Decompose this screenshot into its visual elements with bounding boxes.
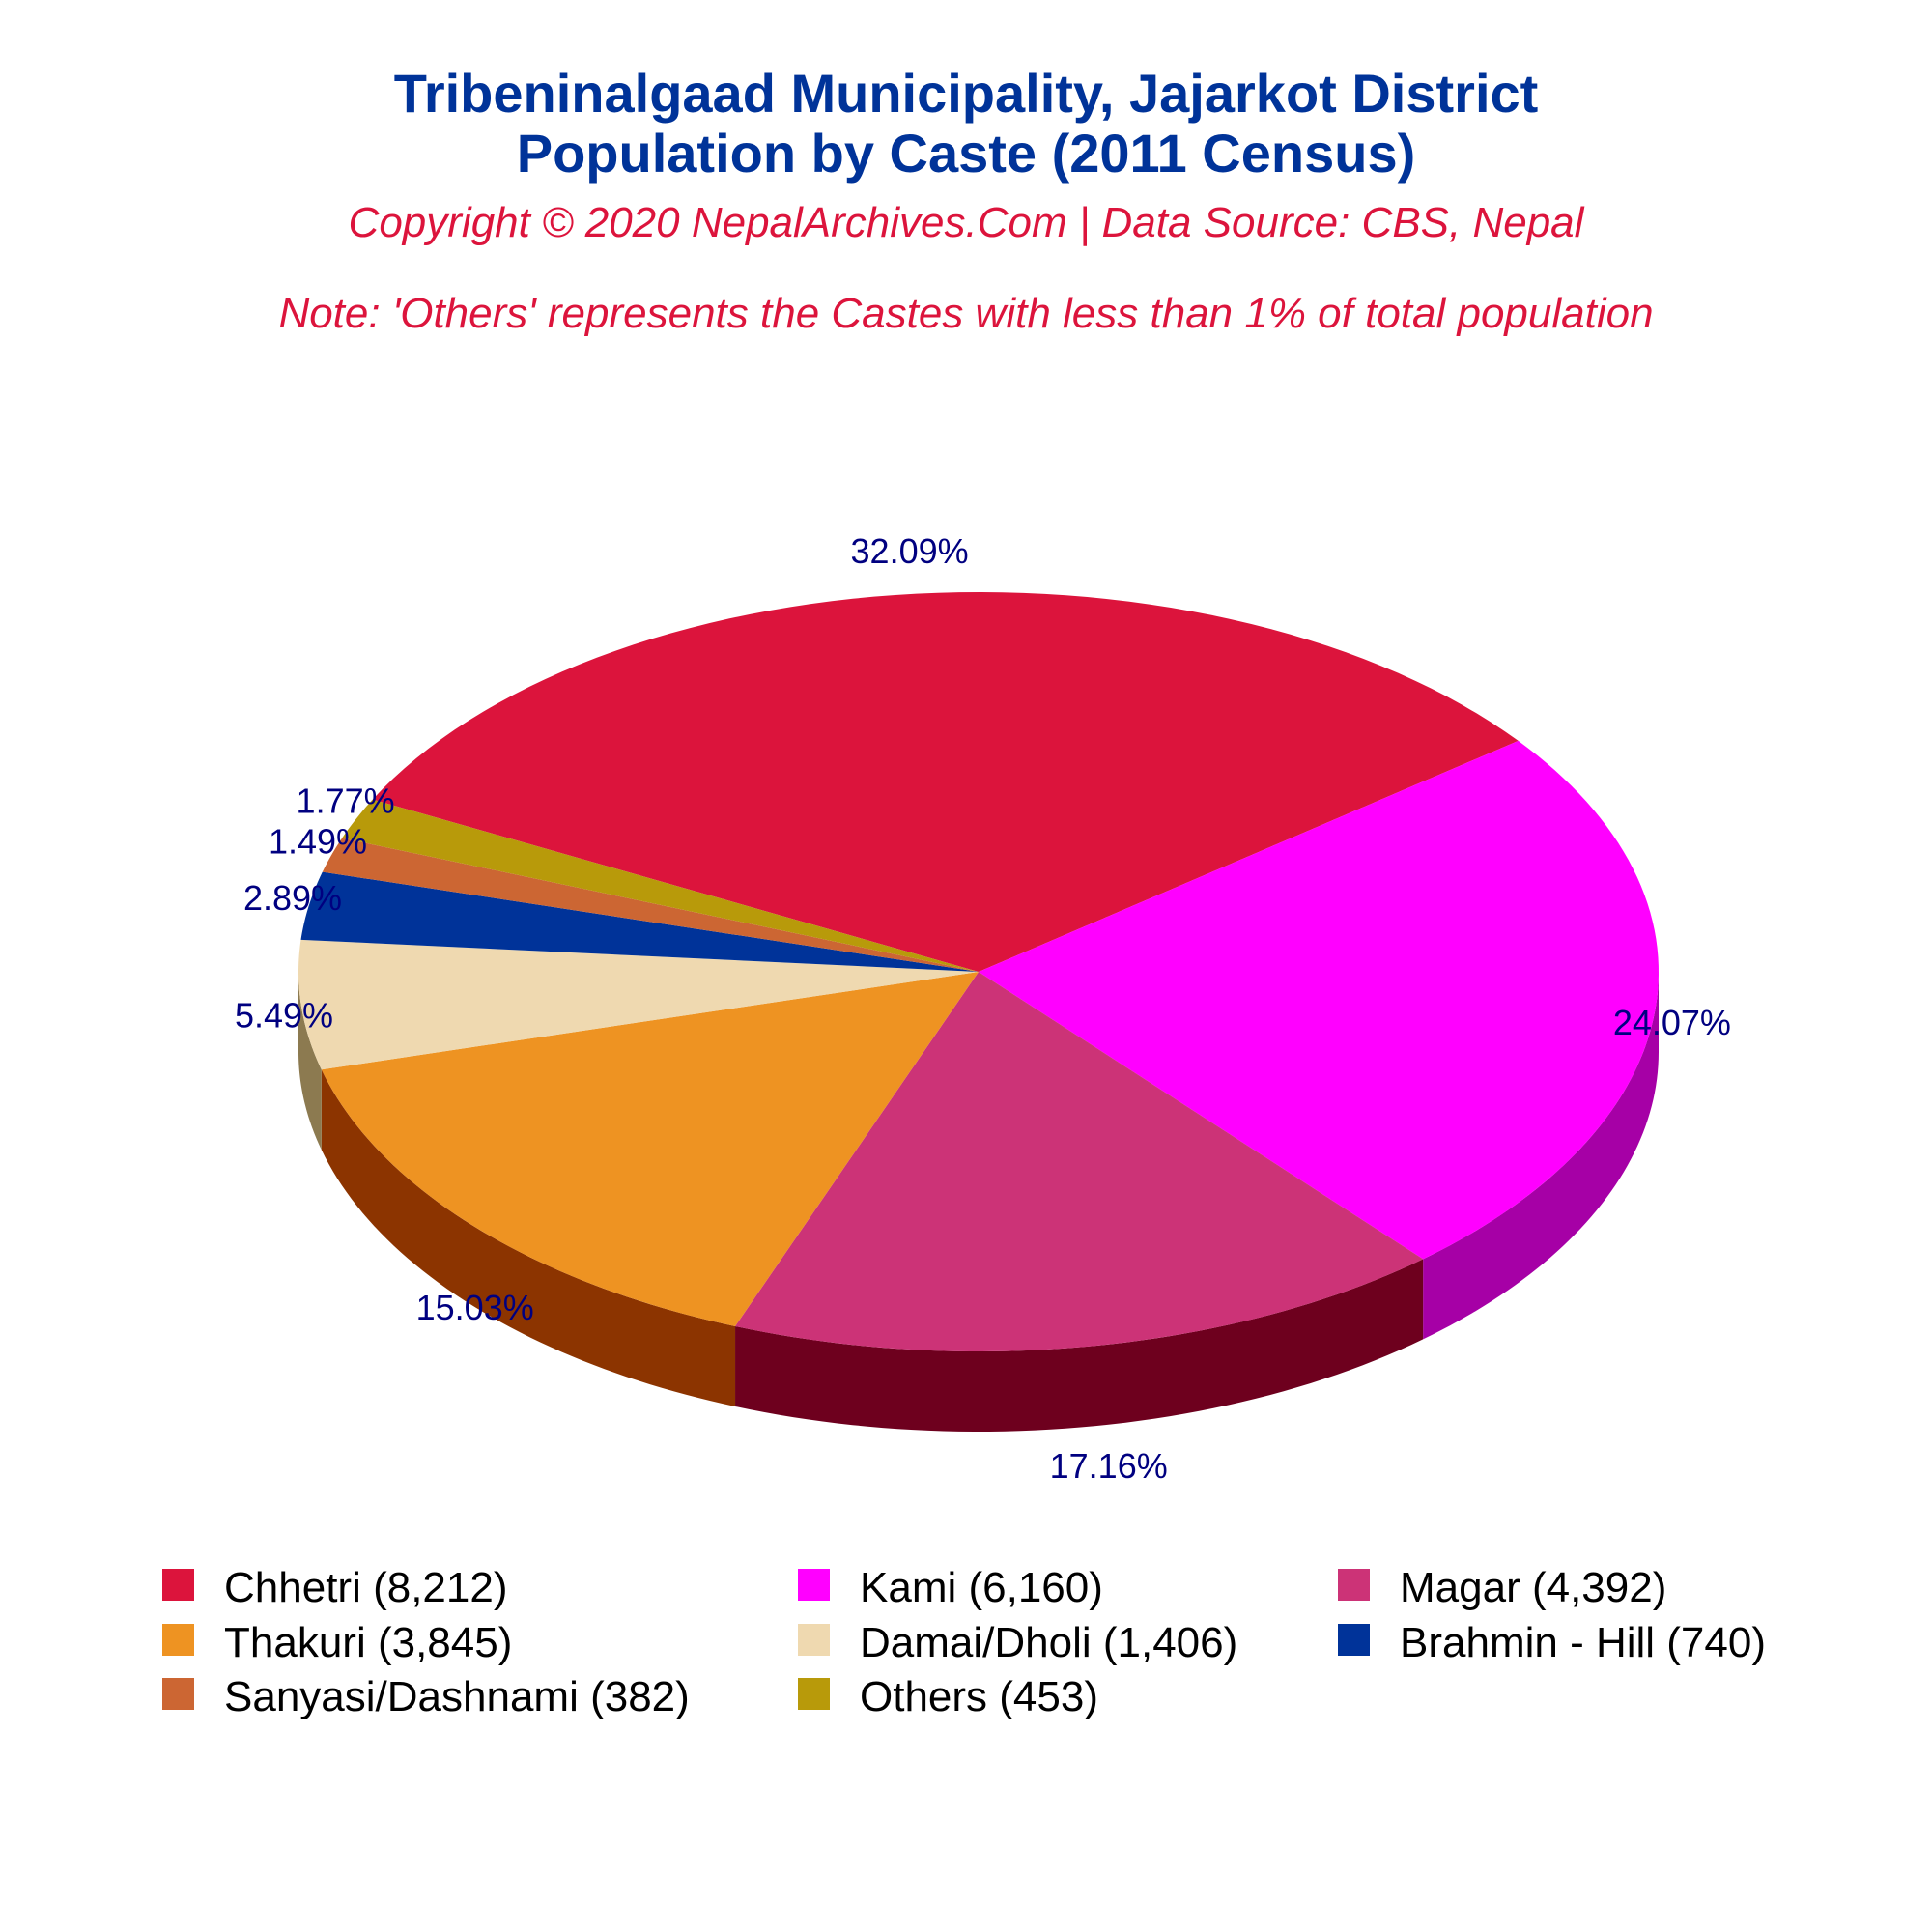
legend-label-magar: Magar (4,392) bbox=[1400, 1564, 1666, 1611]
percent-label-magar: 17.16% bbox=[1050, 1446, 1168, 1486]
percent-label-damai-dholi: 5.49% bbox=[235, 996, 333, 1036]
legend-swatch-chhetri bbox=[162, 1569, 194, 1601]
chart-subtitle: Copyright © 2020 NepalArchives.Com | Dat… bbox=[349, 199, 1585, 246]
chart-title: Tribeninalgaad Municipality, Jajarkot Di… bbox=[394, 63, 1539, 124]
pie-slice-kami bbox=[979, 740, 1659, 1260]
pie-side-thakuri bbox=[321, 1069, 736, 1406]
legend-swatch-damai-dholi bbox=[798, 1624, 830, 1656]
pie-slice-magar bbox=[735, 972, 1424, 1351]
pie-side-magar bbox=[735, 1259, 1424, 1432]
pie-percent-labels: 32.09% 24.07% 17.16% 15.03% 5.49% 2.89% 1.49%1… bbox=[235, 531, 1731, 1486]
percent-label-thakuri: 15.03% bbox=[416, 1288, 534, 1327]
pie-slice-damai-dholi bbox=[298, 939, 979, 1070]
legend-label-sanyasi-dashnami: Sanyasi/Dashnami (382) bbox=[224, 1673, 690, 1720]
pie-slice-others bbox=[342, 799, 979, 972]
chart-note: Note: 'Others' represents the Castes wit… bbox=[278, 290, 1653, 337]
pie-side-kami bbox=[1423, 972, 1659, 1340]
legend: Chhetri (8,212) Kami (6,160) Magar (4,392)… bbox=[162, 1564, 1766, 1720]
legend-label-chhetri: Chhetri (8,212) bbox=[224, 1564, 507, 1611]
legend-label-kami: Kami (6,160) bbox=[860, 1564, 1103, 1611]
legend-swatch-brahmin-hill bbox=[1338, 1624, 1370, 1656]
pie-slice-thakuri bbox=[321, 972, 979, 1326]
legend-label-thakuri: Thakuri (3,845) bbox=[224, 1619, 512, 1666]
percent-label-brahmin-hill: 2.89% bbox=[243, 878, 342, 918]
pie-slices bbox=[298, 592, 1659, 1351]
legend-swatch-kami bbox=[798, 1569, 830, 1601]
percent-label-kami: 24.07% bbox=[1613, 1003, 1731, 1042]
legend-label-brahmin-hill: Brahmin - Hill (740) bbox=[1400, 1619, 1766, 1666]
percent-label-chhetri: 32.09% bbox=[851, 531, 969, 571]
legend-label-others: Others (453) bbox=[860, 1673, 1098, 1720]
legend-swatch-thakuri bbox=[162, 1624, 194, 1656]
pie-sides bbox=[298, 972, 1659, 1432]
legend-swatch-others bbox=[798, 1678, 830, 1710]
pie-side-damai-dholi bbox=[298, 972, 322, 1151]
legend-swatch-sanyasi-dashnami bbox=[162, 1678, 194, 1710]
legend-label-damai-dholi: Damai/Dholi (1,406) bbox=[860, 1619, 1237, 1666]
pie-slice-sanyasi-dashnami bbox=[322, 838, 979, 972]
pie-slice-chhetri bbox=[372, 592, 1519, 972]
percent-label-sanyasi-dashnami: 1.49% bbox=[269, 821, 367, 861]
chart-title-line2: Population by Caste (2011 Census) bbox=[517, 123, 1415, 184]
legend-swatch-magar bbox=[1338, 1569, 1370, 1601]
percent-label-others: 1.77% bbox=[297, 781, 395, 821]
pie-slice-brahmin-hill bbox=[300, 871, 979, 972]
